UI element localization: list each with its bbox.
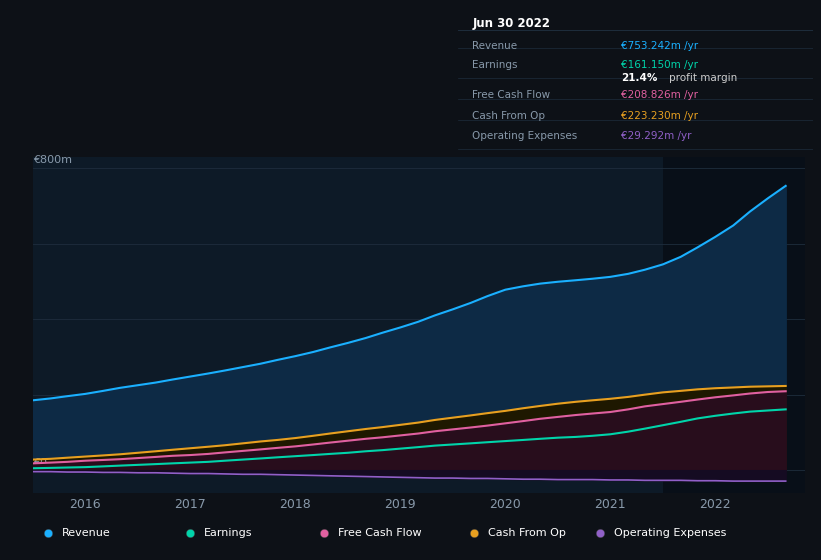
Text: €223.230m /yr: €223.230m /yr (621, 111, 699, 120)
Text: €161.150m /yr: €161.150m /yr (621, 60, 699, 70)
Text: Revenue: Revenue (472, 41, 517, 51)
Text: €753.242m /yr: €753.242m /yr (621, 41, 699, 51)
Text: Cash From Op: Cash From Op (488, 529, 566, 538)
Text: €800m: €800m (33, 155, 72, 165)
Text: Revenue: Revenue (62, 529, 111, 538)
Text: Earnings: Earnings (204, 529, 253, 538)
Text: Cash From Op: Cash From Op (472, 111, 545, 120)
Text: Operating Expenses: Operating Expenses (614, 529, 727, 538)
Bar (663, 157, 805, 493)
Text: Free Cash Flow: Free Cash Flow (472, 90, 550, 100)
Text: 21.4%: 21.4% (621, 73, 658, 83)
Text: €208.826m /yr: €208.826m /yr (621, 90, 699, 100)
Text: Operating Expenses: Operating Expenses (472, 132, 577, 141)
Text: €29.292m /yr: €29.292m /yr (621, 132, 692, 141)
Text: €0: €0 (33, 458, 47, 468)
Text: Free Cash Flow: Free Cash Flow (338, 529, 422, 538)
Text: profit margin: profit margin (669, 73, 737, 83)
Text: Earnings: Earnings (472, 60, 518, 70)
Text: Jun 30 2022: Jun 30 2022 (472, 17, 550, 30)
